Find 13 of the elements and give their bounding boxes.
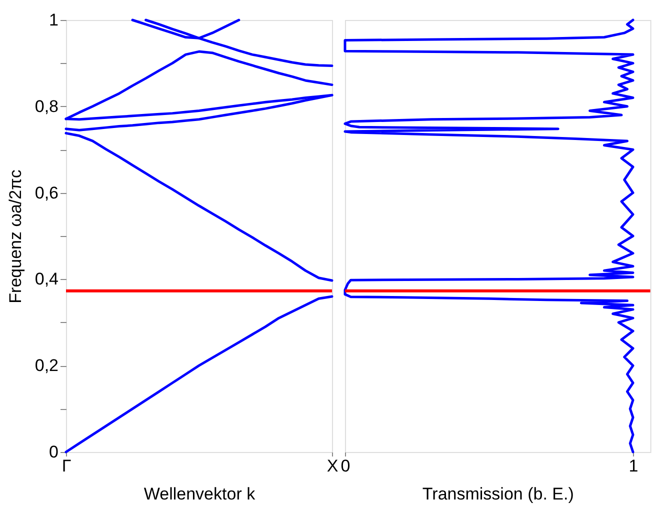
- y-tick-label: 0,4: [34, 270, 58, 289]
- x-tick-label: X: [326, 456, 338, 476]
- x-tick-label: Γ: [62, 456, 72, 476]
- x-axis-title: Transmission (b. E.): [422, 484, 574, 504]
- x-axis-title: Wellenvektor k: [144, 484, 256, 504]
- y-tick-label: 1: [49, 10, 58, 30]
- y-tick-label: 0: [49, 442, 58, 462]
- y-tick-label: 0,2: [34, 356, 58, 376]
- x-tick-label: 1: [628, 456, 638, 476]
- y-tick-label: 0,8: [34, 96, 58, 116]
- y-axis-title: Frequenz ωa/2πc: [6, 169, 25, 304]
- y-tick-label: 0,6: [34, 183, 58, 202]
- x-tick-label: 0: [340, 456, 350, 476]
